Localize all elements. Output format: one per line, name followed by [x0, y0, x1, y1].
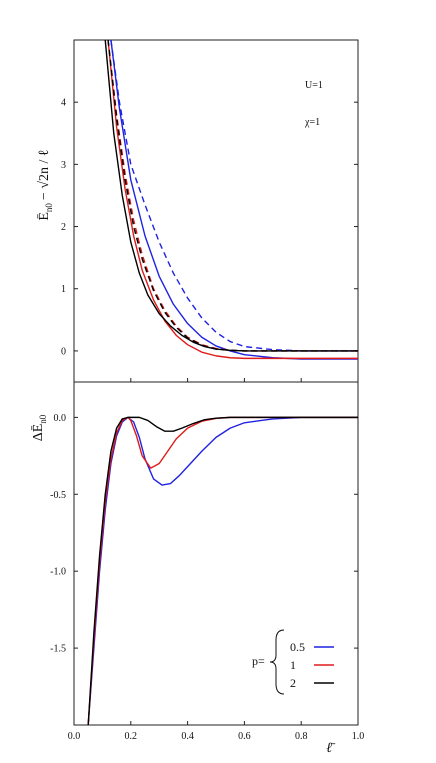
xtick-label: 0.6: [238, 731, 251, 742]
top-ytick-label: 1: [61, 284, 66, 295]
bottom-ylabel-sub: n0: [38, 414, 48, 424]
top-ytick-label: 4: [61, 98, 66, 109]
xtick-label: 0.0: [68, 731, 81, 742]
annotation-chi: χ=1: [304, 117, 320, 128]
legend-label-1: 1: [290, 658, 296, 672]
top-ytick-label: 0: [61, 346, 66, 357]
xtick-label: 0.2: [125, 731, 138, 742]
bottom-ylabel-main: ΔĒ: [30, 424, 46, 442]
top-panel-frame: [73, 39, 359, 383]
bottom-series-line-0: [87, 416, 358, 725]
x-axis-label: ℓ̄: [326, 741, 336, 756]
top-ylabel-rest: − √2n / ℓ: [37, 149, 52, 200]
legend-label-2: 2: [290, 676, 296, 690]
legend: p= 0.5 1 2: [252, 629, 334, 695]
top-y-axis: 0 1 2 3 4: [61, 98, 359, 382]
svg-text:ΔĒn0: ΔĒn0: [30, 414, 48, 441]
top-series-line-4: [104, 40, 358, 352]
legend-brace: [269, 629, 285, 695]
top-y-axis-label: Ēn0 − √2n / ℓ: [36, 149, 54, 221]
bottom-ytick-label: -1.5: [50, 644, 66, 655]
annotation-u: U=1: [305, 80, 323, 91]
bottom-panel-frame: [73, 381, 359, 726]
bottom-ytick-label: -0.5: [50, 490, 66, 501]
top-ytick-label: 3: [61, 160, 66, 171]
legend-prefix: p=: [252, 654, 265, 668]
xtick-label: 1.0: [352, 731, 365, 742]
bottom-series-group: [87, 416, 358, 725]
top-ylabel-main: Ē: [36, 212, 52, 221]
bottom-axes: 0.0 -0.5 -1.0 -1.5 0.0 0.2 0.4 0.6 0.8 1.0: [50, 413, 364, 742]
legend-label-0-5: 0.5: [290, 640, 305, 654]
xtick-label: 0.4: [181, 731, 194, 742]
bottom-ytick-label: -1.0: [50, 567, 66, 578]
bottom-y-axis-label: ΔĒn0: [30, 414, 48, 441]
xtick-label: 0.8: [295, 731, 308, 742]
top-series-line-5: [107, 40, 358, 352]
svg-text:Ēn0− √2n / ℓ: Ēn0 − √2n / ℓ: [36, 149, 54, 221]
top-series-group: [104, 40, 358, 360]
bottom-series-line-2: [87, 416, 358, 725]
top-ytick-label: 2: [61, 222, 66, 233]
top-series-line-2: [107, 40, 358, 360]
bottom-series-line-1: [87, 416, 358, 725]
top-ylabel-sub: n0: [44, 203, 54, 213]
bottom-ytick-label: 0.0: [54, 413, 67, 424]
